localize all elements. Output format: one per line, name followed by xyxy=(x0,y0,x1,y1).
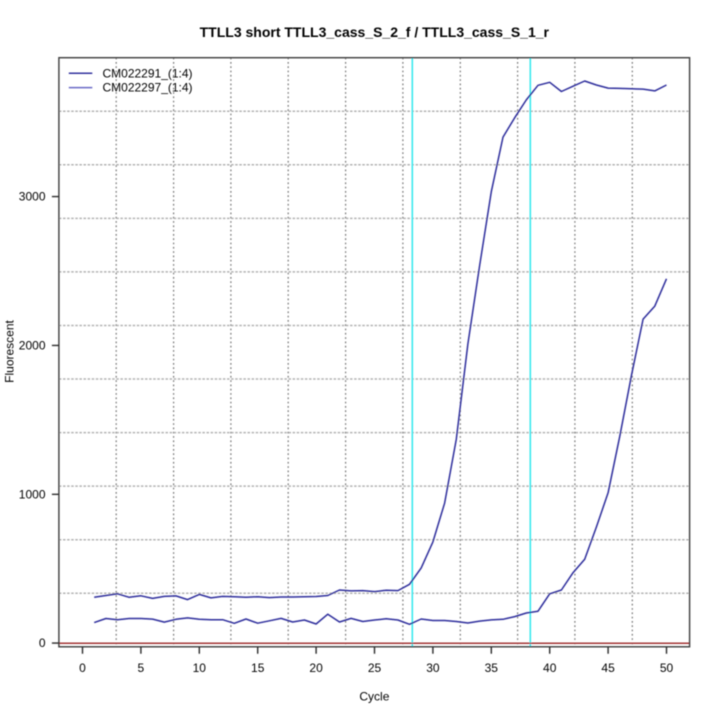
svg-text:TTLL3 short TTLL3_cass_S_2_f /: TTLL3 short TTLL3_cass_S_2_f / TTLL3_cas… xyxy=(200,24,550,40)
svg-text:0: 0 xyxy=(39,636,46,650)
svg-text:Cycle: Cycle xyxy=(359,690,389,704)
svg-text:35: 35 xyxy=(485,661,499,675)
svg-text:Fluorescent: Fluorescent xyxy=(3,319,17,382)
svg-text:15: 15 xyxy=(251,661,265,675)
svg-text:0: 0 xyxy=(79,661,86,675)
svg-text:3000: 3000 xyxy=(19,190,46,204)
svg-text:CM022291_(1:4): CM022291_(1:4) xyxy=(103,66,193,80)
svg-text:5: 5 xyxy=(138,661,145,675)
svg-text:2000: 2000 xyxy=(19,338,46,352)
svg-text:20: 20 xyxy=(309,661,323,675)
svg-text:25: 25 xyxy=(368,661,382,675)
svg-text:30: 30 xyxy=(426,661,440,675)
svg-text:50: 50 xyxy=(660,661,674,675)
svg-text:1000: 1000 xyxy=(19,487,46,501)
svg-text:CM022297_(1:4): CM022297_(1:4) xyxy=(103,81,193,95)
svg-text:40: 40 xyxy=(543,661,557,675)
svg-text:10: 10 xyxy=(193,661,207,675)
svg-text:45: 45 xyxy=(601,661,615,675)
